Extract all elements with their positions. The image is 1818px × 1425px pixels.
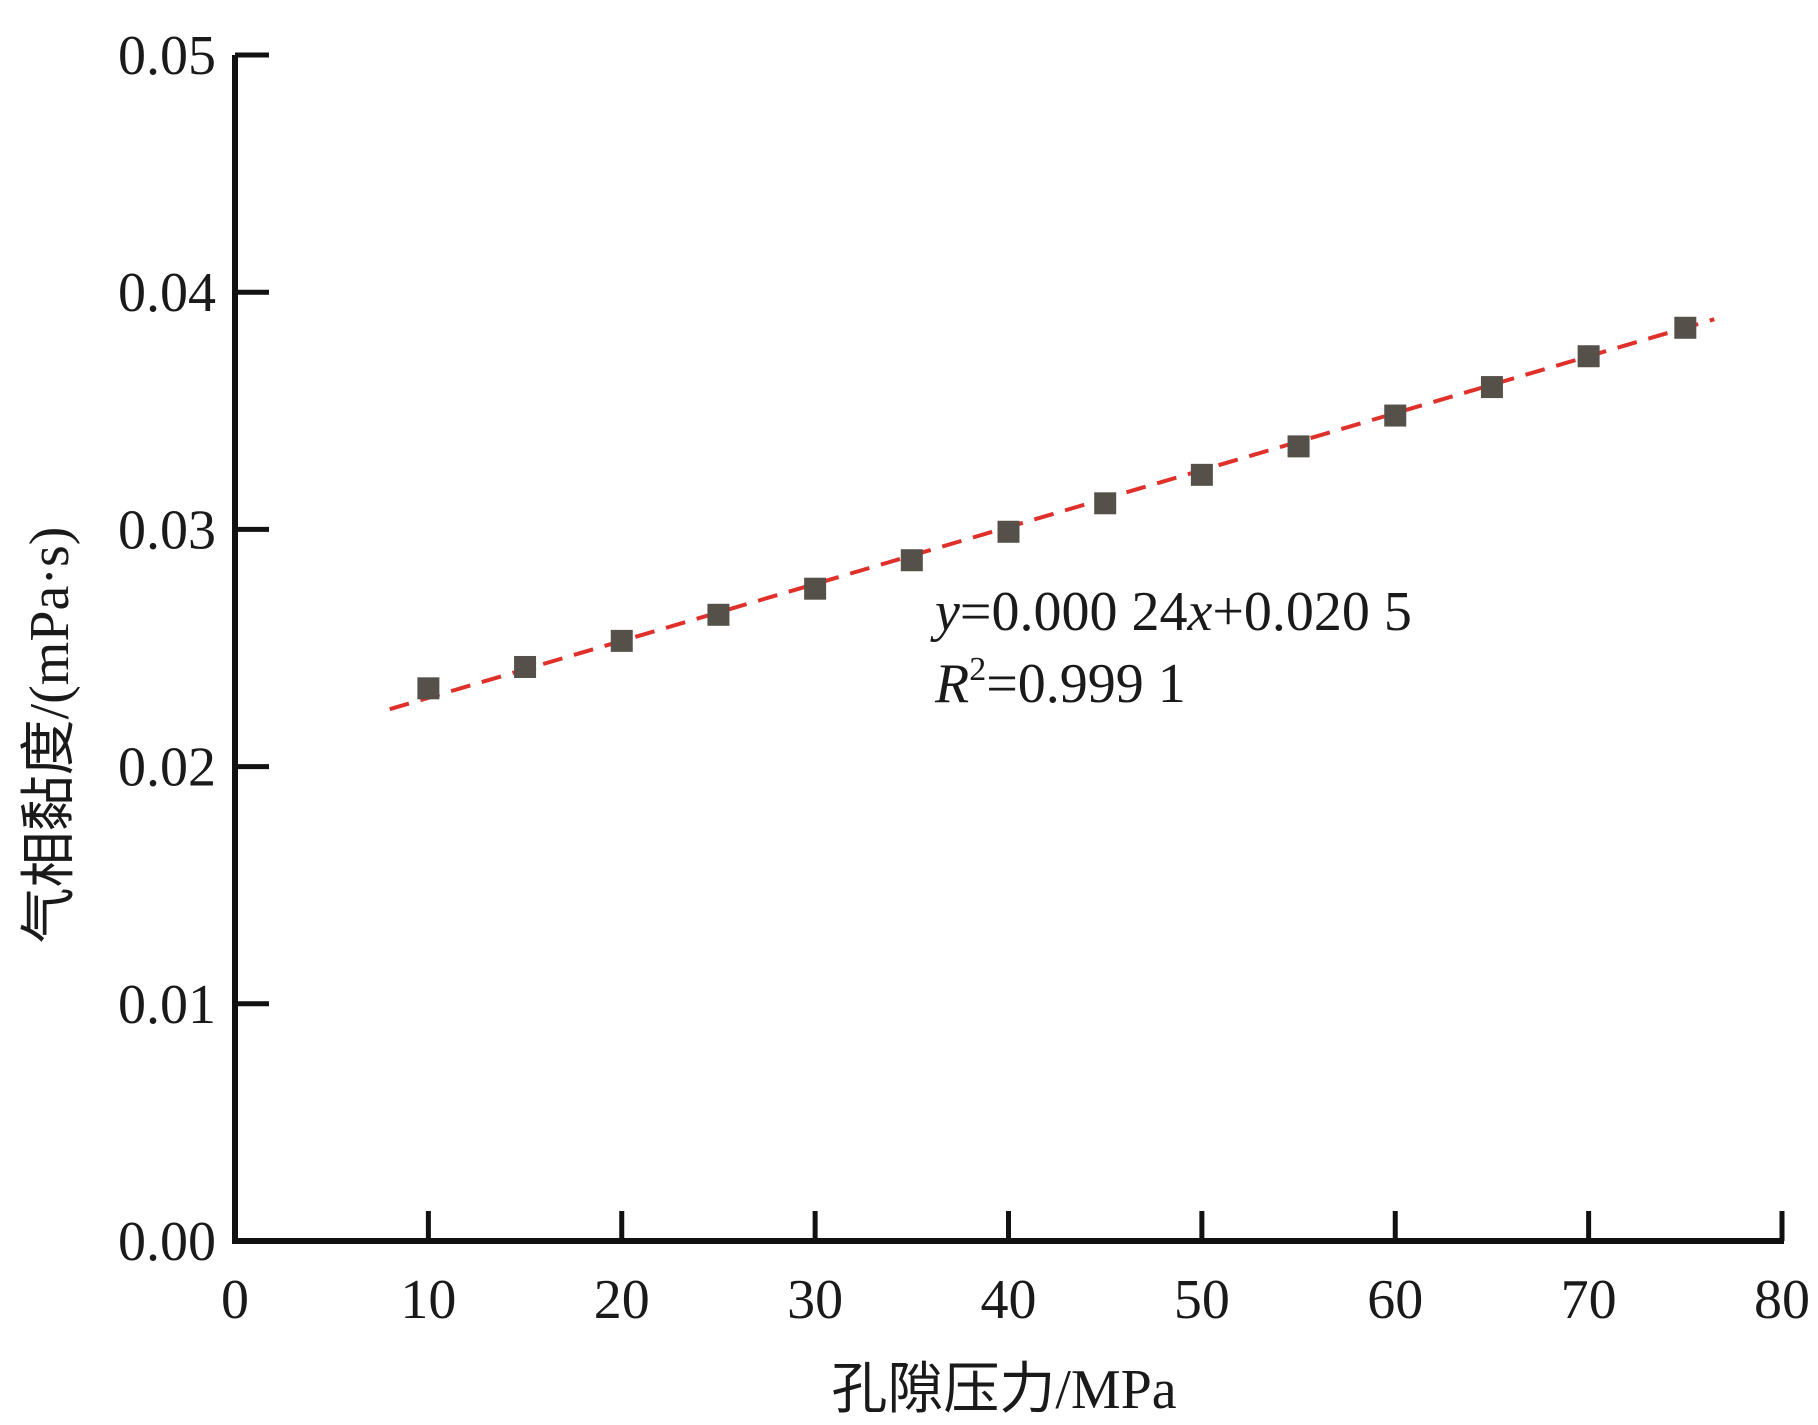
x-tick-label: 70 bbox=[1561, 1269, 1617, 1331]
equation-x-var: x bbox=[1186, 581, 1212, 643]
r2-value: =0.999 1 bbox=[986, 653, 1186, 715]
y-tick-label: 0.00 bbox=[118, 1211, 216, 1273]
equation-intercept: +0.020 5 bbox=[1212, 581, 1412, 643]
y-tick-label: 0.02 bbox=[118, 737, 216, 799]
axes bbox=[232, 55, 1784, 1244]
data-point bbox=[514, 655, 537, 678]
y-tick-label: 0.03 bbox=[118, 499, 216, 561]
data-point bbox=[1480, 376, 1503, 399]
trendline-dashed bbox=[389, 317, 1715, 712]
y-tick-label: 0.01 bbox=[118, 974, 216, 1036]
x-tick-label: 10 bbox=[400, 1269, 456, 1331]
data-points bbox=[417, 316, 1697, 700]
x-tick-label: 40 bbox=[981, 1269, 1037, 1331]
r2-sup: 2 bbox=[969, 651, 986, 688]
r2-var: R bbox=[934, 653, 969, 715]
y-axis-title: 气相黏度/(mPa·s) bbox=[19, 527, 81, 944]
data-point bbox=[997, 520, 1020, 543]
equation-y-var: y bbox=[930, 581, 960, 643]
data-point bbox=[804, 577, 827, 600]
x-tick-label: 80 bbox=[1754, 1269, 1810, 1331]
data-point bbox=[1577, 345, 1600, 368]
data-point bbox=[1190, 463, 1213, 486]
x-tick-label: 30 bbox=[787, 1269, 843, 1331]
r-squared: R2=0.999 1 bbox=[934, 651, 1186, 715]
regression-equation: y=0.000 24x+0.020 5 bbox=[930, 581, 1412, 643]
data-point bbox=[417, 677, 440, 700]
data-point bbox=[1287, 435, 1310, 458]
data-point bbox=[707, 603, 730, 626]
y-tick-label: 0.05 bbox=[118, 25, 216, 87]
equation-slope: =0.000 24 bbox=[960, 581, 1188, 643]
x-tick-label: 50 bbox=[1174, 1269, 1230, 1331]
data-point bbox=[1384, 404, 1407, 427]
ticks: 0 10 20 30 40 50 60 70 80 0.00 0.01 0.02 0.03 0.04 0.0… bbox=[118, 25, 1810, 1331]
y-tick-label: 0.04 bbox=[118, 262, 216, 324]
data-point bbox=[1094, 492, 1117, 515]
data-point bbox=[1674, 316, 1697, 339]
data-point bbox=[900, 549, 923, 572]
trendline bbox=[389, 317, 1715, 712]
x-tick-label: 20 bbox=[594, 1269, 650, 1331]
x-axis-title: 孔隙压力/MPa bbox=[831, 1359, 1176, 1421]
data-point bbox=[610, 629, 633, 652]
x-tick-label: 0 bbox=[221, 1269, 249, 1331]
x-tick-label: 60 bbox=[1367, 1269, 1423, 1331]
